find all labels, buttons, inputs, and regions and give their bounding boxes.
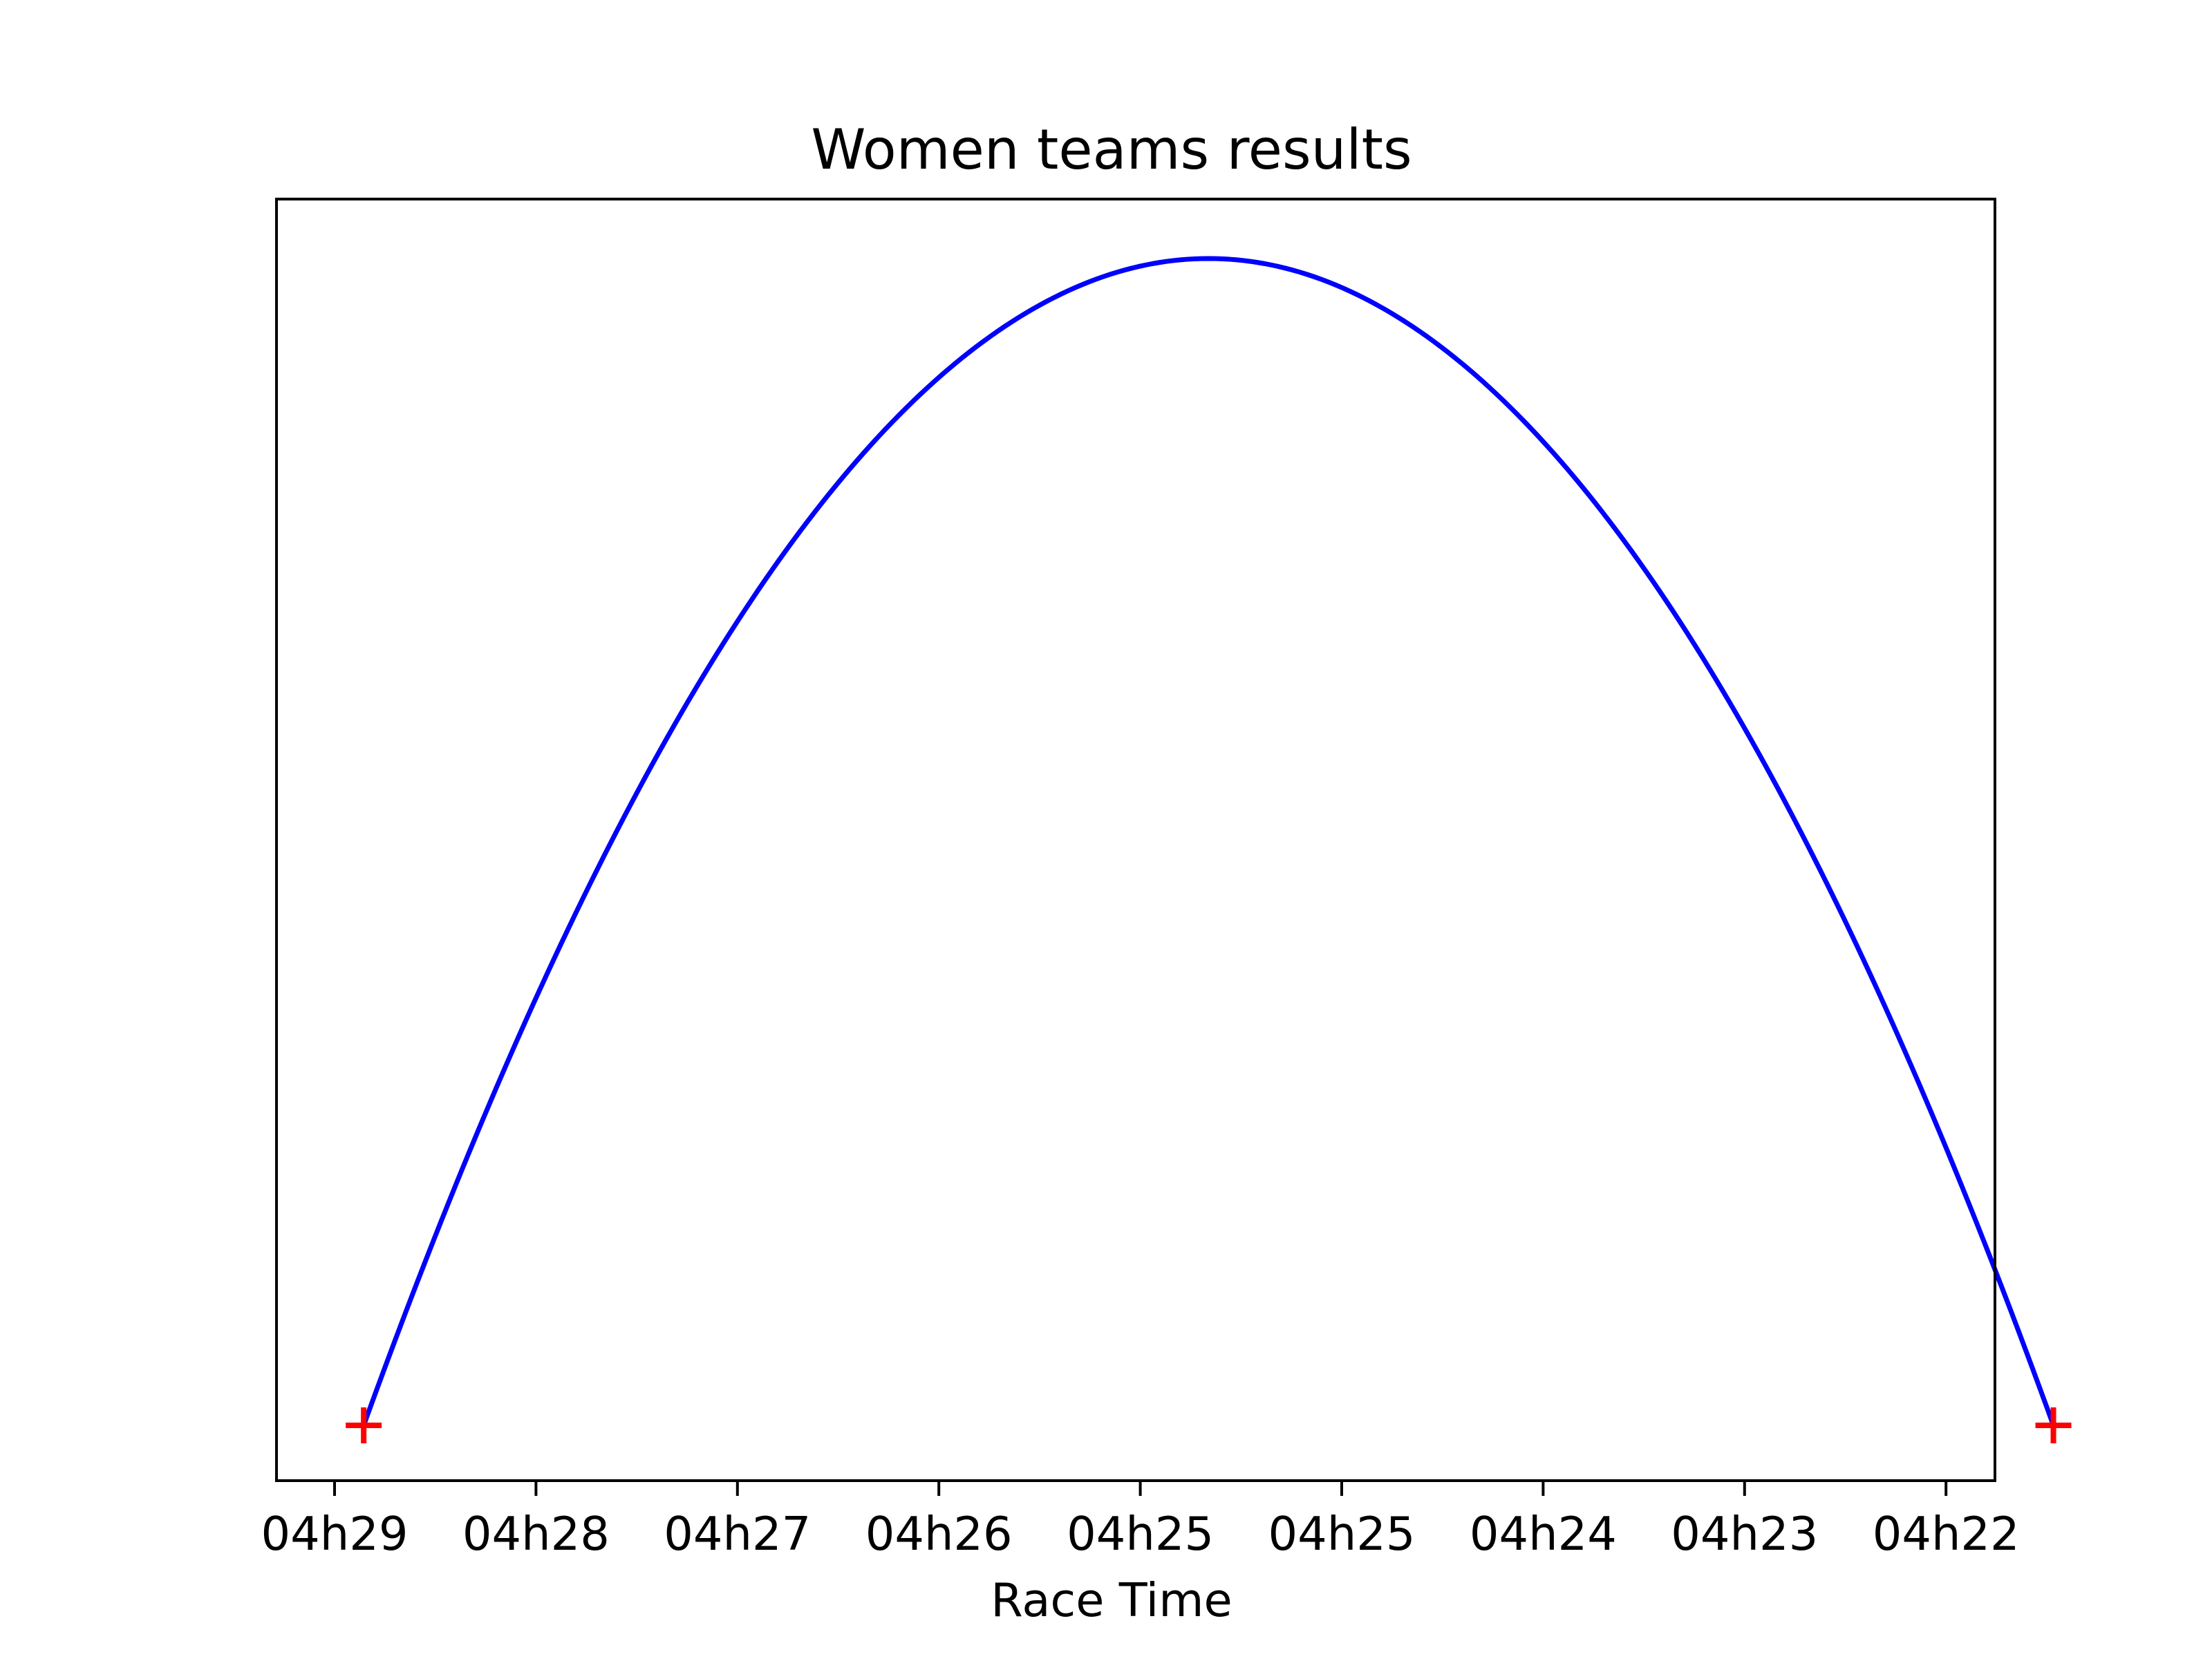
plot-area	[346, 256, 2072, 1443]
plot-frame	[275, 198, 1996, 1482]
x-tick-label: 04h22	[1873, 1507, 2020, 1561]
x-tick-label: 04h25	[1268, 1507, 1416, 1561]
chart-title: Women teams results	[811, 118, 1412, 182]
series-line	[361, 256, 2056, 1427]
x-tick-label: 04h29	[261, 1507, 409, 1561]
x-tick-label: 04h23	[1671, 1507, 1818, 1561]
x-tick-label: 04h27	[664, 1507, 811, 1561]
x-tick-label: 04h26	[865, 1507, 1013, 1561]
data-point-marker	[2035, 1407, 2072, 1443]
x-tick-label: 04h25	[1067, 1507, 1214, 1561]
data-point-marker	[346, 1407, 382, 1443]
x-axis-label: Race Time	[991, 1573, 1232, 1627]
x-tick-label: 04h24	[1470, 1507, 1617, 1561]
x-axis: 04h29 04h28 04h27 04h26 04h25 04h25 04h24 04h23…	[261, 1481, 2020, 1561]
x-tick-label: 04h28	[462, 1507, 610, 1561]
